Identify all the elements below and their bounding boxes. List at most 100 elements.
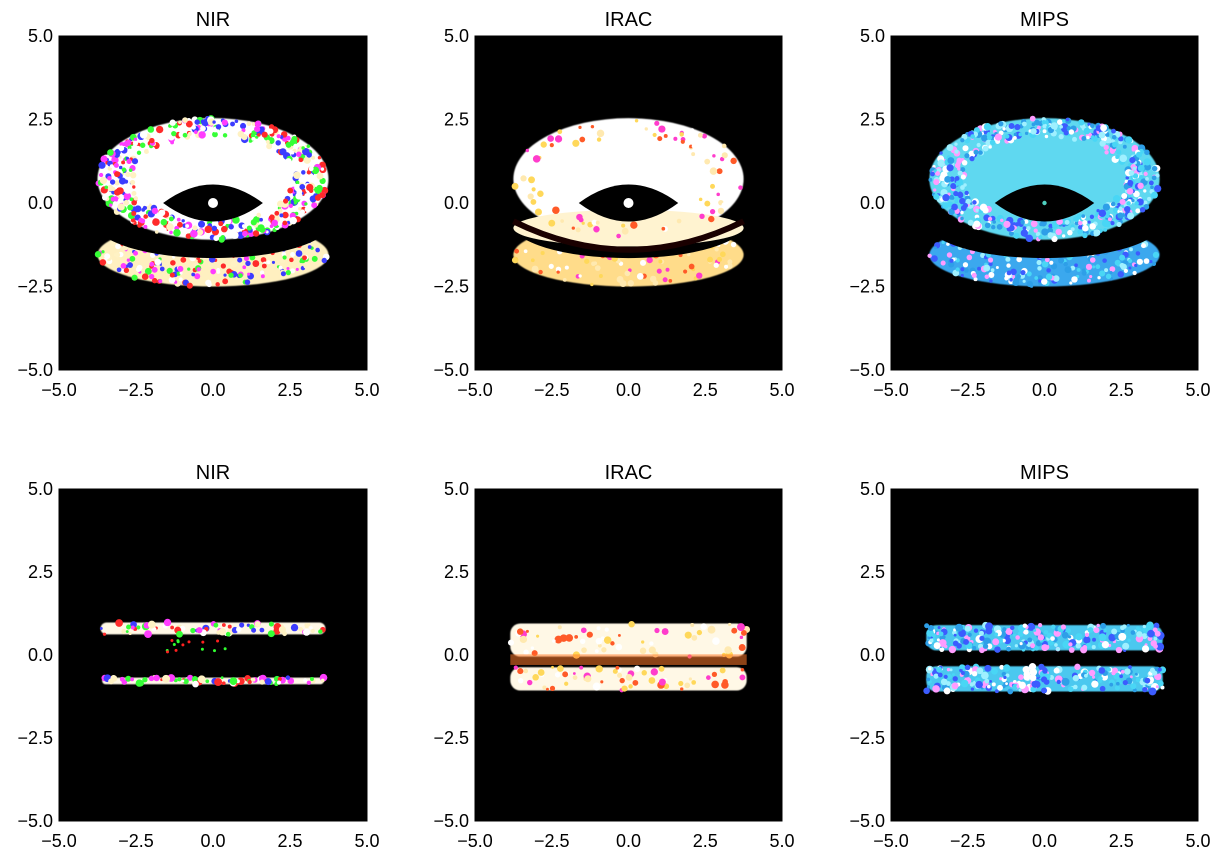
edge-band-speckle bbox=[738, 644, 746, 651]
edge-band-speckle bbox=[1031, 680, 1039, 688]
upper-ring-speckle bbox=[143, 199, 150, 207]
edge-band-speckle bbox=[948, 645, 957, 654]
edge-band-speckle bbox=[1018, 681, 1026, 690]
edge-band-speckle bbox=[310, 628, 315, 634]
edge-band-speckle bbox=[1087, 627, 1094, 633]
upper-ring-speckle bbox=[185, 224, 190, 228]
edge-band-speckle bbox=[1120, 625, 1125, 631]
upper-ring-speckle bbox=[525, 148, 530, 153]
upper-ring-speckle bbox=[1058, 133, 1064, 140]
lower-ring-speckle bbox=[319, 246, 323, 250]
upper-ring-speckle bbox=[939, 151, 943, 155]
edge-band-speckle bbox=[994, 632, 999, 637]
upper-ring-speckle bbox=[989, 139, 996, 146]
lower-ring-speckle bbox=[707, 256, 714, 263]
upper-ring-speckle bbox=[1154, 184, 1162, 193]
upper-ring-speckle bbox=[691, 144, 696, 148]
edge-band-speckle bbox=[1146, 621, 1154, 630]
upper-ring-speckle bbox=[1026, 226, 1031, 231]
edge-band-speckle bbox=[1097, 678, 1103, 684]
upper-ring-speckle bbox=[194, 119, 200, 125]
upper-ring-speckle bbox=[121, 167, 127, 173]
edge-band-speckle bbox=[318, 629, 323, 634]
upper-ring-speckle bbox=[306, 183, 314, 192]
lower-ring-speckle bbox=[966, 254, 973, 261]
y-tick-label: −5.0 bbox=[433, 360, 469, 380]
upper-ring-speckle bbox=[1096, 209, 1100, 213]
edge-band-speckle bbox=[1147, 629, 1155, 638]
edge-band-speckle bbox=[739, 635, 744, 640]
upper-ring-speckle bbox=[117, 203, 125, 211]
edge-band-speckle bbox=[972, 646, 977, 651]
upper-ring-speckle bbox=[1124, 179, 1129, 184]
upper-ring-speckle bbox=[596, 129, 605, 138]
upper-ring-speckle bbox=[960, 167, 966, 173]
edge-band-speckle bbox=[517, 668, 524, 675]
edge-band-speckle bbox=[214, 678, 223, 687]
upper-ring-speckle bbox=[1090, 123, 1095, 128]
upper-ring-speckle bbox=[1072, 136, 1077, 142]
edge-band-speckle bbox=[519, 635, 528, 644]
upper-ring-speckle bbox=[154, 230, 159, 234]
edge-band-speckle bbox=[985, 622, 993, 631]
upper-ring-speckle bbox=[266, 143, 273, 150]
upper-ring-speckle bbox=[1122, 144, 1127, 149]
edge-band-speckle bbox=[251, 627, 257, 633]
upper-ring-speckle bbox=[1002, 127, 1006, 131]
edge-band-speckle bbox=[579, 665, 584, 670]
edge-band-speckle bbox=[307, 623, 311, 627]
upper-ring-speckle bbox=[1135, 208, 1141, 214]
upper-ring-speckle bbox=[541, 176, 547, 182]
stray-speckle bbox=[181, 643, 185, 647]
upper-ring-speckle bbox=[712, 154, 716, 158]
edge-band-speckle bbox=[572, 675, 578, 680]
y-tick-label: 5.0 bbox=[860, 479, 885, 499]
lower-ring-speckle bbox=[1132, 270, 1137, 276]
lower-ring-speckle bbox=[148, 273, 155, 280]
upper-ring-speckle bbox=[1003, 220, 1011, 228]
upper-ring-speckle bbox=[970, 134, 975, 139]
lower-ring-speckle bbox=[197, 259, 202, 263]
upper-ring-speckle bbox=[192, 225, 198, 231]
upper-ring-speckle bbox=[947, 157, 955, 165]
edge-band-speckle bbox=[1074, 663, 1081, 671]
upper-ring-speckle bbox=[1112, 195, 1121, 203]
upper-ring-speckle bbox=[298, 157, 304, 163]
upper-ring-speckle bbox=[654, 120, 660, 126]
edge-band-speckle bbox=[580, 638, 586, 644]
upper-ring-speckle bbox=[1143, 163, 1152, 171]
upper-ring-speckle bbox=[935, 171, 940, 176]
upper-ring-speckle bbox=[169, 119, 176, 126]
upper-ring-speckle bbox=[986, 131, 991, 136]
upper-ring-speckle bbox=[554, 149, 560, 156]
edge-band-speckle bbox=[565, 634, 574, 642]
edge-band-speckle bbox=[615, 665, 620, 670]
upper-ring-speckle bbox=[1030, 220, 1038, 228]
edge-band-speckle bbox=[986, 684, 991, 689]
x-tick-label: −5.0 bbox=[873, 831, 909, 851]
lower-ring-speckle bbox=[126, 258, 131, 262]
upper-ring-speckle bbox=[276, 134, 281, 139]
lower-ring-speckle bbox=[280, 271, 286, 277]
lower-ring-speckle bbox=[131, 274, 138, 281]
upper-ring-speckle bbox=[946, 144, 954, 152]
edge-band-speckle bbox=[1050, 636, 1055, 641]
y-tick-label: 0.0 bbox=[860, 645, 885, 665]
upper-ring-speckle bbox=[309, 195, 317, 203]
edge-band-speckle bbox=[1160, 685, 1165, 690]
lower-ring-speckle bbox=[191, 272, 196, 277]
edge-band-speckle bbox=[136, 625, 141, 630]
lower-ring-speckle bbox=[538, 269, 543, 275]
upper-ring-speckle bbox=[697, 132, 703, 138]
upper-ring-speckle bbox=[204, 225, 213, 234]
upper-ring-speckle bbox=[721, 143, 727, 149]
upper-ring-speckle bbox=[314, 194, 321, 201]
lower-ring-speckle bbox=[208, 262, 214, 268]
edge-band-speckle bbox=[936, 638, 940, 642]
lower-ring-speckle bbox=[1134, 263, 1138, 268]
upper-ring-speckle bbox=[630, 221, 638, 229]
upper-ring-speckle bbox=[954, 142, 958, 146]
edge-band-speckle bbox=[1136, 631, 1143, 638]
edge-band-speckle bbox=[537, 669, 545, 676]
edge-band-speckle bbox=[690, 623, 695, 628]
